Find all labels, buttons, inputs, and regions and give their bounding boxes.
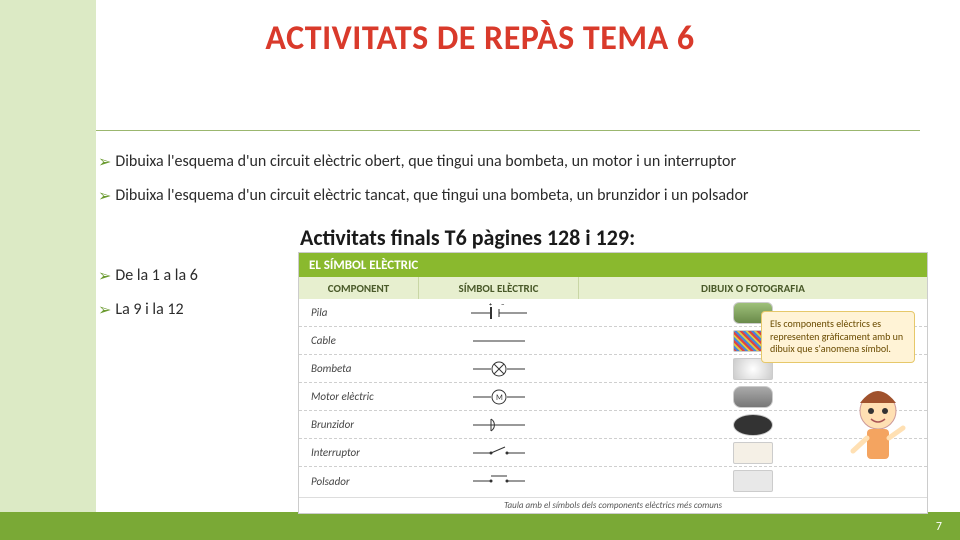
table-row: Interruptor	[299, 439, 927, 467]
bullet-arrow-icon: ➢	[98, 186, 111, 206]
table-row: Motor elèctric M	[299, 383, 927, 411]
table-row: Polsador	[299, 467, 927, 495]
title-divider	[96, 130, 920, 131]
section-subtitle: Activitats finals T6 pàgines 128 i 129:	[300, 224, 635, 251]
col-header-component: COMPONENT	[299, 277, 419, 299]
page-number: 7	[936, 520, 942, 534]
bullet-arrow-icon: ➢	[98, 152, 111, 172]
bullet-arrow-icon: ➢	[98, 266, 111, 286]
component-name: Polsador	[299, 467, 419, 495]
component-name: Cable	[299, 327, 419, 354]
bullet-text: De la 1 a la 6	[115, 266, 197, 285]
component-name: Interruptor	[299, 439, 419, 466]
component-name: Brunzidor	[299, 411, 419, 438]
figure-caption: Taula amb el símbols dels components elè…	[299, 497, 927, 513]
electrical-symbol-figure: EL SÍMBOL ELÈCTRIC COMPONENT SÍMBOL ELÈC…	[298, 252, 928, 514]
col-header-photo: DIBUIX O FOTOGRAFIA	[579, 277, 927, 299]
bullet-item-3: ➢ De la 1 a la 6	[98, 266, 198, 286]
component-name: Motor elèctric	[299, 383, 419, 410]
slide-title: ACTIVITATS DE REPÀS TEMA 6	[0, 18, 960, 59]
component-name: Pila	[299, 299, 419, 326]
svg-text:−: −	[501, 303, 505, 309]
svg-text:+: +	[489, 303, 492, 308]
symbol-cell	[419, 439, 579, 466]
figure-header: EL SÍMBOL ELÈCTRIC	[299, 253, 927, 277]
table-row: Brunzidor	[299, 411, 927, 439]
col-header-symbol: SÍMBOL ELÈCTRIC	[419, 277, 579, 299]
symbol-cell	[419, 467, 579, 495]
symbol-cell: +−	[419, 299, 579, 326]
symbol-cell	[419, 355, 579, 382]
bullet-item-2: ➢ Dibuixa l'esquema d'un circuit elèctri…	[98, 186, 748, 206]
figure-callout: Els components elèctrics es representen …	[761, 311, 915, 363]
figure-column-headers: COMPONENT SÍMBOL ELÈCTRIC DIBUIX O FOTOG…	[299, 277, 927, 299]
bullet-item-1: ➢ Dibuixa l'esquema d'un circuit elèctri…	[98, 152, 736, 172]
mascot-icon	[843, 383, 913, 473]
bullet-arrow-icon: ➢	[98, 300, 111, 320]
bullet-text: Dibuixa l'esquema d'un circuit elèctric …	[115, 186, 748, 205]
symbol-cell: M	[419, 383, 579, 410]
svg-text:M: M	[496, 393, 503, 403]
bullet-item-4: ➢ La 9 i la 12	[98, 300, 184, 320]
symbol-cell	[419, 411, 579, 438]
bullet-text: La 9 i la 12	[115, 300, 183, 319]
symbol-cell	[419, 327, 579, 354]
left-accent-stripe	[0, 0, 96, 540]
component-name: Bombeta	[299, 355, 419, 382]
footer-bar	[0, 512, 960, 540]
bullet-text: Dibuixa l'esquema d'un circuit elèctric …	[115, 152, 736, 171]
